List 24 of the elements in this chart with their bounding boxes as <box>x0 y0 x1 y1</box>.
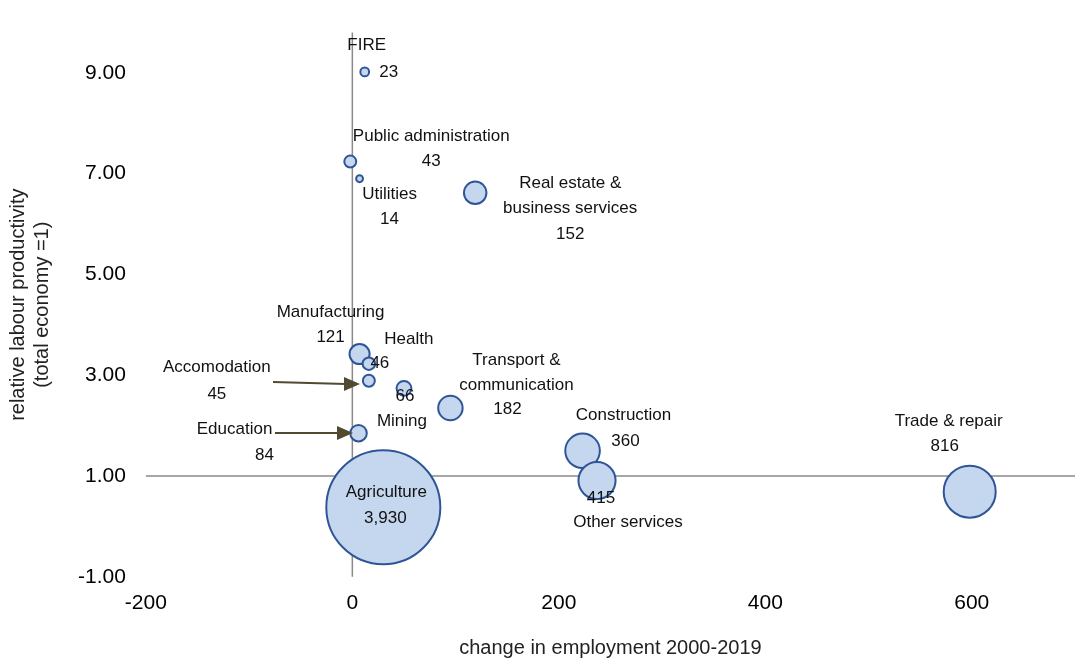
x-axis-title: change in employment 2000-2019 <box>459 635 762 658</box>
annotation: Transport & communication 182 <box>459 349 574 418</box>
y-axis-title: relative labour productivity (total economy =1) <box>5 188 52 421</box>
x-tick-label: 200 <box>541 590 577 614</box>
y-tick-label: -1.00 <box>77 563 126 587</box>
y-tick-label: 5.00 <box>84 261 126 285</box>
annotation: Agriculture 3,930 <box>345 481 427 527</box>
annotation: Trade & repair 816 <box>894 411 1004 456</box>
x-tick-label: 0 <box>346 590 359 614</box>
annotation: Utilities 14 <box>362 184 417 229</box>
annotation: Real estate & business services 152 <box>503 172 638 243</box>
y-tick-label: 3.00 <box>84 362 126 386</box>
annotation: Accomodation 45 <box>162 357 271 404</box>
x-tick-label: 600 <box>954 590 990 614</box>
annotation: Public administration 43 <box>352 126 510 171</box>
y-tick-label: 1.00 <box>84 462 126 486</box>
annotation: FIRE 23 <box>347 34 399 81</box>
annotation: Construction 360 <box>575 404 672 450</box>
annotation: Education 84 <box>196 418 274 464</box>
x-tick-label: -200 <box>124 590 167 614</box>
y-tick-label: 7.00 <box>84 160 126 184</box>
annotation: Manufacturing 121 <box>276 301 385 346</box>
x-tick-label: 400 <box>747 590 783 614</box>
y-tick-label: 9.00 <box>84 59 126 83</box>
